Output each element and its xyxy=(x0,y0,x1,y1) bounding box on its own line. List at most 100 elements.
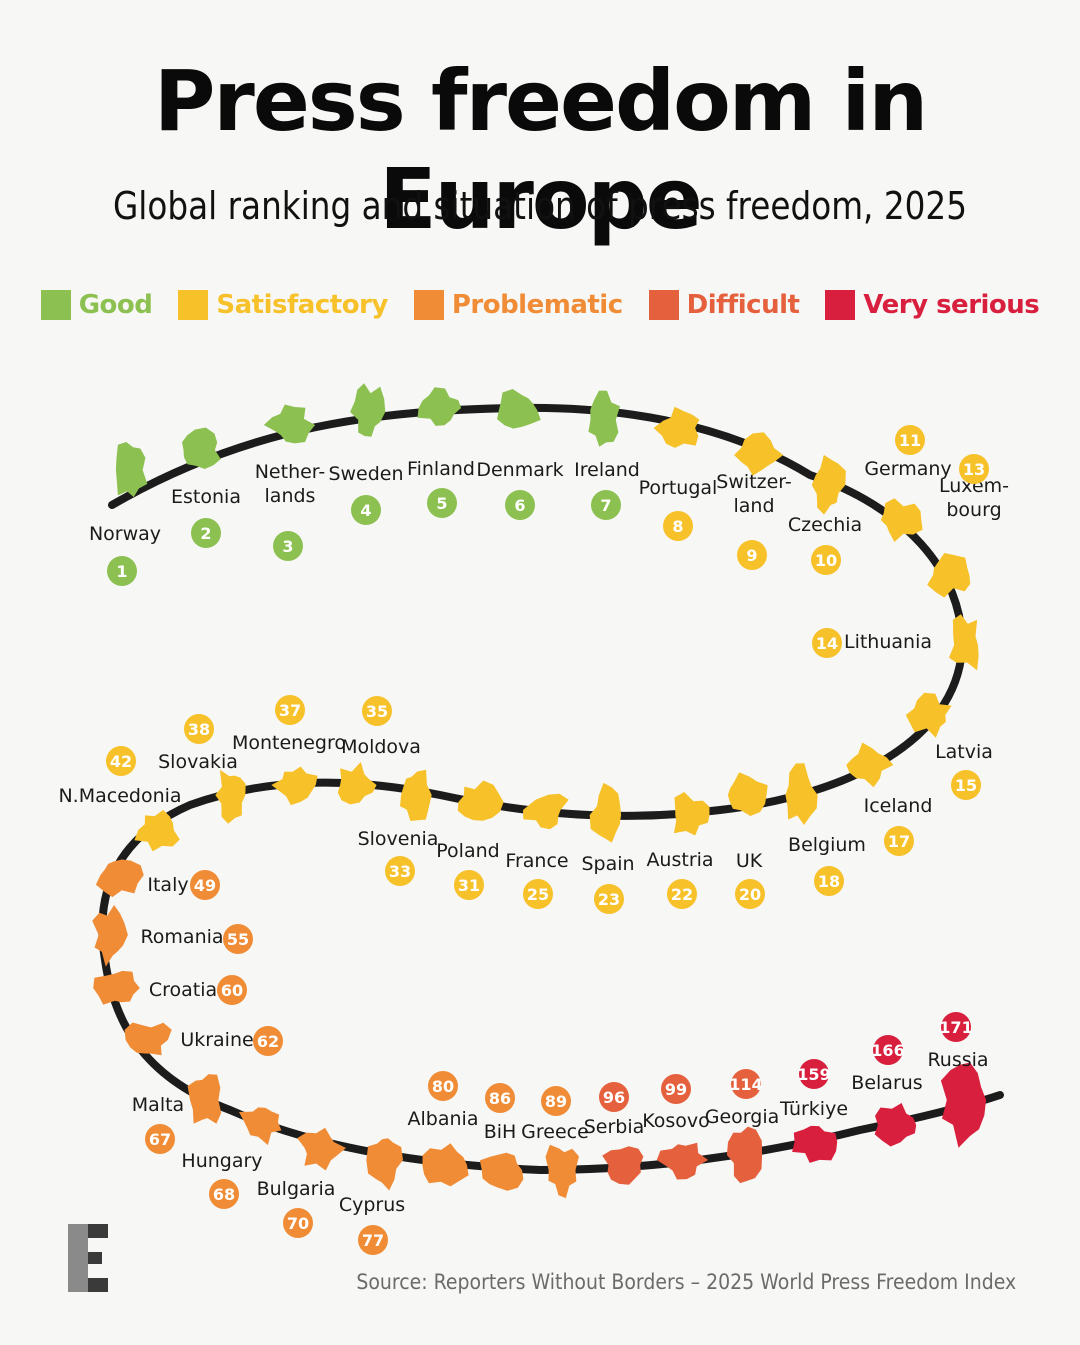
rank-number: 62 xyxy=(257,1032,279,1051)
rank-badge-portugal: 8 xyxy=(663,511,693,541)
legend-label-good: Good xyxy=(78,290,153,320)
country-name-bulgaria: Bulgaria xyxy=(257,1178,336,1200)
country-name-slovenia: Slovenia xyxy=(358,828,439,850)
source-note: Source: Reporters Without Borders – 2025… xyxy=(356,1270,1016,1294)
rank-number: 22 xyxy=(671,885,693,904)
country-name-czechia: Czechia xyxy=(788,514,862,536)
rank-number: 2 xyxy=(200,524,211,543)
rank-badge-circle xyxy=(951,770,981,800)
rank-badge-albania: 80 xyxy=(428,1071,458,1101)
rank-number: 114 xyxy=(729,1075,762,1094)
country-shape-romania xyxy=(92,905,128,967)
rank-badge-nether-lands: 3 xyxy=(273,531,303,561)
rank-number: 33 xyxy=(389,862,411,881)
rank-badge-belarus: 166 xyxy=(871,1035,905,1065)
rank-number: 20 xyxy=(739,885,761,904)
rank-number: 1 xyxy=(116,562,127,581)
country-name-montenegro: Montenegro xyxy=(232,732,346,754)
rank-badge-circle xyxy=(223,924,253,954)
rank-badge-finland: 5 xyxy=(427,488,457,518)
rank-badge-circle xyxy=(351,495,381,525)
country-name-latvia: Latvia xyxy=(935,741,993,763)
country-name-austria: Austria xyxy=(646,849,713,871)
legend-item-satisfactory: Satisfactory xyxy=(178,290,388,320)
rank-badge-circle xyxy=(735,879,765,909)
rank-badge-circle xyxy=(209,1179,239,1209)
country-shape-estonia xyxy=(182,427,221,469)
country-shape-bulgaria xyxy=(297,1127,346,1171)
legend-label-very-serious: Very serious xyxy=(863,290,1040,320)
rank-badge-circle xyxy=(594,884,624,914)
country-shape-hungary xyxy=(239,1107,282,1146)
legend-swatch-difficult xyxy=(648,290,679,320)
rank-badge-t-rkiye: 159 xyxy=(797,1059,831,1089)
rank-badge-moldova: 35 xyxy=(362,696,392,726)
country-shape-belgium xyxy=(785,763,818,825)
rank-badge-kosovo: 99 xyxy=(661,1074,691,1104)
rank-number: 35 xyxy=(366,702,388,721)
country-name-kosovo: Kosovo xyxy=(642,1110,710,1132)
country-name-moldova: Moldova xyxy=(341,736,421,758)
rank-badge-circle xyxy=(663,511,693,541)
country-shape-finland xyxy=(417,387,462,426)
country-shape-norway xyxy=(115,442,148,498)
legend-item-very-serious: Very serious xyxy=(825,290,1040,320)
country-shape-ukraine xyxy=(124,1022,172,1056)
rank-badge-circle xyxy=(358,1225,388,1255)
country-name-t-rkiye: Türkiye xyxy=(779,1098,848,1120)
rank-number: 80 xyxy=(432,1077,454,1096)
rank-badge-circle xyxy=(667,879,697,909)
legend-label-satisfactory: Satisfactory xyxy=(216,290,388,320)
rank-number: 99 xyxy=(665,1080,687,1099)
rank-number: 5 xyxy=(436,494,447,513)
country-name-switzer-land: Switzer-land xyxy=(716,471,791,517)
country-shape-portugal xyxy=(653,406,700,448)
rank-badge-circle xyxy=(253,1026,283,1056)
publisher-logo: E xyxy=(68,1224,108,1292)
rank-badge-austria: 22 xyxy=(667,879,697,909)
country-shape-russia xyxy=(940,1062,987,1148)
country-shape-iceland xyxy=(846,742,894,788)
country-name-serbia: Serbia xyxy=(584,1116,645,1138)
rank-badge-circle xyxy=(273,531,303,561)
legend-item-good: Good xyxy=(40,290,153,320)
rank-badge-circle xyxy=(884,826,914,856)
country-name-germany: Germany xyxy=(864,458,951,480)
country-shape-t-rkiye xyxy=(792,1125,838,1163)
country-shape-albania xyxy=(422,1143,469,1187)
rank-badge-france: 25 xyxy=(523,879,553,909)
rank-badge-circle xyxy=(428,1071,458,1101)
rank-badge-circle xyxy=(106,746,136,776)
country-name-estonia: Estonia xyxy=(171,486,241,508)
country-shape-kosovo xyxy=(656,1142,709,1180)
rank-badge-circle xyxy=(427,488,457,518)
country-name-n-macedonia: N.Macedonia xyxy=(58,785,181,807)
rank-number: 7 xyxy=(600,496,611,515)
country-shape-serbia xyxy=(602,1146,644,1185)
country-shape-slovakia xyxy=(215,769,246,824)
page-title: Press freedom in Europe xyxy=(153,52,928,248)
country-name-sweden: Sweden xyxy=(328,463,403,485)
rank-badge-estonia: 2 xyxy=(191,518,221,548)
rank-number: 67 xyxy=(149,1130,171,1149)
country-name-malta: Malta xyxy=(132,1094,184,1116)
rank-badge-serbia: 96 xyxy=(599,1082,629,1112)
rank-badge-uk: 20 xyxy=(735,879,765,909)
rank-number: 6 xyxy=(514,496,525,515)
rank-badge-circle xyxy=(217,975,247,1005)
rank-badge-spain: 23 xyxy=(594,884,624,914)
snake-path xyxy=(98,403,1004,1175)
country-name-nether-lands: Nether-lands xyxy=(255,461,326,507)
country-name-denmark: Denmark xyxy=(476,459,563,481)
rank-badge-circle xyxy=(191,518,221,548)
rank-number: 13 xyxy=(963,460,985,479)
country-name-hungary: Hungary xyxy=(181,1150,262,1172)
country-shape-austria xyxy=(673,792,710,836)
rank-badge-romania: 55 xyxy=(223,924,253,954)
country-name-belgium: Belgium xyxy=(788,834,866,856)
rank-number: 42 xyxy=(110,752,132,771)
country-shape-france xyxy=(523,793,569,830)
